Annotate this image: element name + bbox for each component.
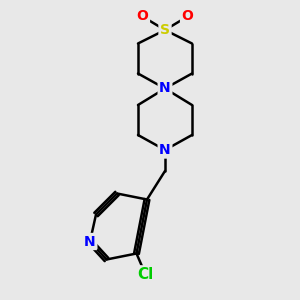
Text: S: S	[160, 23, 170, 37]
Text: N: N	[84, 235, 96, 248]
Text: N: N	[159, 82, 171, 95]
Text: N: N	[159, 143, 171, 157]
Text: O: O	[136, 10, 148, 23]
Text: Cl: Cl	[137, 267, 154, 282]
Text: O: O	[182, 10, 194, 23]
